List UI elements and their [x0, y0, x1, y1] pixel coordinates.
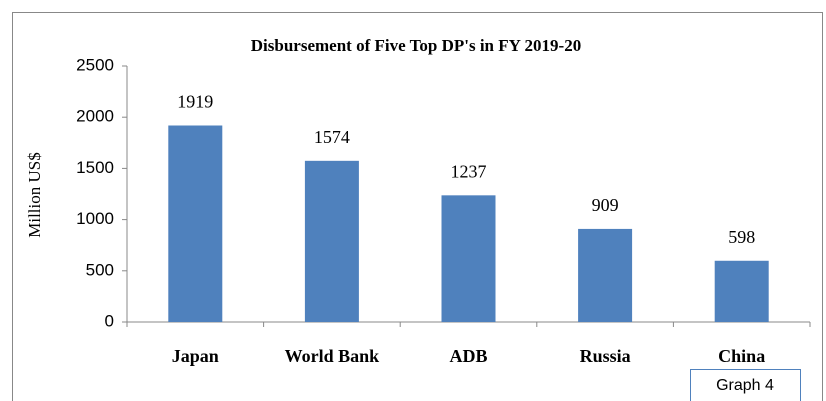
annotation: Graph 4 — [716, 377, 774, 394]
y-tick-label: 1500 — [76, 158, 114, 177]
bar — [714, 260, 769, 322]
data-label: 1237 — [451, 161, 487, 181]
x-tick-label: ADB — [449, 346, 487, 366]
x-tick-label: China — [718, 346, 765, 366]
bar — [578, 228, 633, 322]
y-axis-label: Million US$ — [25, 152, 44, 238]
y-tick-label: 2500 — [76, 55, 114, 74]
y-tick-label: 0 — [105, 311, 114, 330]
bar — [441, 195, 496, 322]
chart-border — [12, 12, 823, 401]
y-tick-label: 2000 — [76, 107, 114, 126]
chart-title: Disbursement of Five Top DP's in FY 2019… — [251, 36, 581, 55]
data-label: 1919 — [177, 92, 213, 112]
y-tick-label: 500 — [86, 260, 114, 279]
x-tick-label: Japan — [172, 346, 219, 366]
annotation-box — [690, 369, 801, 401]
bar — [168, 125, 223, 322]
data-label: 598 — [728, 227, 755, 247]
y-tick-label: 1000 — [76, 209, 114, 228]
x-tick-label: Russia — [580, 346, 631, 366]
x-tick-label: World Bank — [285, 346, 380, 366]
data-label: 909 — [592, 195, 619, 215]
bar — [304, 160, 359, 322]
data-label: 1574 — [314, 127, 350, 147]
